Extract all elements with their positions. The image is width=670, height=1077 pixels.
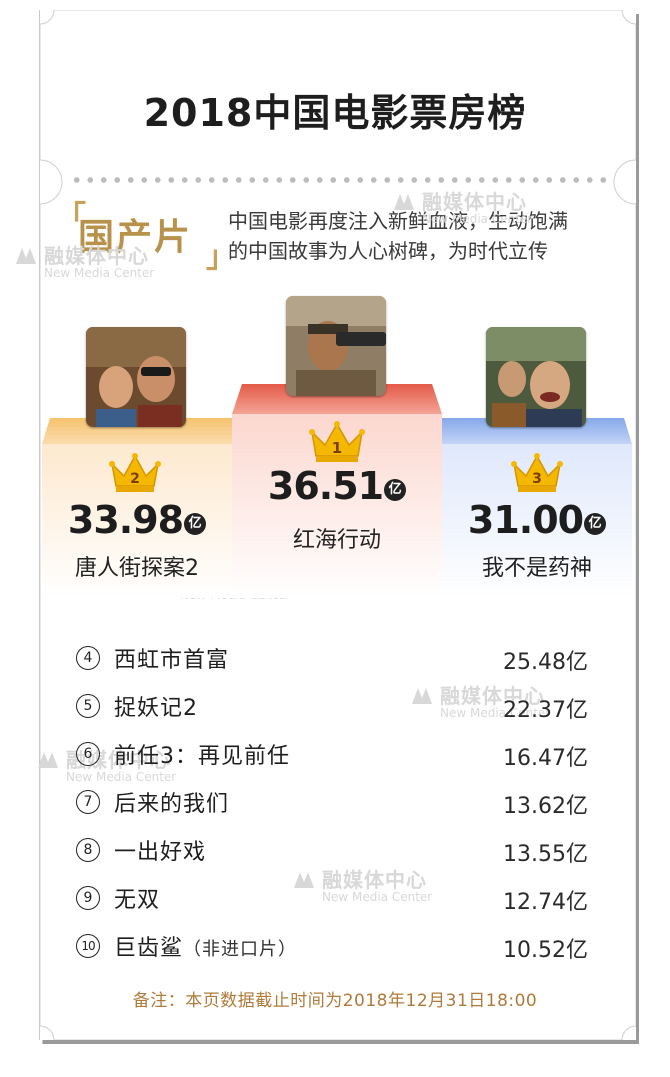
- category-label: 国产片: [78, 217, 193, 258]
- intro-line-1: 中国电影再度注入新鲜血液，生动饱满: [228, 209, 568, 233]
- crown-icon: 3: [511, 453, 563, 492]
- podium-amount-third: 31.00 亿: [442, 498, 632, 542]
- rank-badge: 9: [76, 886, 100, 910]
- open-bracket: 「: [56, 200, 86, 235]
- podium-amount-second: 33.98 亿: [42, 498, 232, 542]
- podium-name-second: 唐人街探案2: [75, 556, 199, 581]
- crown-rank: 3: [532, 471, 542, 487]
- podium-name-third: 我不是药神: [481, 556, 592, 581]
- category-header: 「 国产片 」: [56, 198, 236, 275]
- footnote: 备注：本页数据截止时间为2018年12月31日18:00: [132, 991, 538, 1011]
- dotted-divider: [70, 176, 610, 184]
- list-item: 6 前任3：再见前任 16.47亿: [74, 736, 594, 784]
- movie-name: 巨齿鲨（非进口片）: [114, 936, 298, 961]
- movie-poster-dying-to-survive: [486, 327, 586, 427]
- list-item: 4 西虹市首富 25.48亿: [74, 640, 594, 688]
- rank-badge: 4: [76, 646, 100, 670]
- unit-badge: 亿: [184, 513, 207, 535]
- intro-line-2: 的中国故事为人心树碑，为时代立传: [228, 239, 548, 263]
- movie-name: 无双: [114, 888, 161, 913]
- rank-badge: 7: [76, 790, 100, 814]
- movie-name: 西虹市首富: [114, 648, 230, 673]
- box-office-value: 22.37亿: [503, 698, 588, 723]
- list-item: 7 后来的我们 13.62亿: [74, 784, 594, 832]
- category-intro: 中国电影再度注入新鲜血液，生动饱满 的中国故事为人心树碑，为时代立传: [228, 206, 628, 266]
- movie-note: （非进口片）: [183, 939, 298, 960]
- rank-badge: 5: [76, 694, 100, 718]
- movie-name: 前任3：再见前任: [114, 744, 290, 769]
- rank-badge: 8: [76, 838, 100, 862]
- movie-name: 一出好戏: [114, 840, 207, 865]
- ranking-list: 4 西虹市首富 25.48亿 5 捉妖记2 22.37亿 6 前任3：再见前任 …: [74, 640, 594, 976]
- rank-badge: 10: [76, 934, 100, 958]
- crown-rank: 1: [332, 439, 342, 457]
- list-item: 8 一出好戏 13.55亿: [74, 832, 594, 880]
- box-office-value: 13.62亿: [503, 794, 588, 819]
- podium-amount-first: 36.51 亿: [232, 464, 442, 508]
- unit-badge: 亿: [384, 479, 407, 501]
- box-office-value: 16.47亿: [503, 746, 588, 771]
- crown-icon: 2: [109, 453, 161, 492]
- list-item: 9 无双 12.74亿: [74, 880, 594, 928]
- page-title: 2018中国电影票房榜: [143, 91, 527, 135]
- list-item: 10 巨齿鲨（非进口片） 10.52亿: [74, 928, 594, 976]
- rank-badge: 6: [76, 742, 100, 766]
- box-office-value: 10.52亿: [503, 938, 588, 963]
- movie-poster-detective-chinatown-2: [86, 327, 186, 427]
- box-office-value: 25.48亿: [503, 650, 588, 675]
- podium-name-first: 红海行动: [292, 528, 381, 553]
- unit-badge: 亿: [584, 513, 607, 535]
- close-bracket: 」: [206, 240, 236, 275]
- movie-name: 捉妖记2: [114, 696, 198, 721]
- crown-rank: 2: [130, 471, 140, 487]
- media-center-logo-icon: [16, 248, 36, 264]
- crown-icon: 1: [309, 421, 365, 462]
- movie-poster-operation-red-sea: [286, 296, 386, 396]
- box-office-value: 13.55亿: [503, 842, 588, 867]
- list-item: 5 捉妖记2 22.37亿: [74, 688, 594, 736]
- movie-name: 后来的我们: [114, 792, 230, 817]
- podium-top: [232, 384, 442, 414]
- box-office-value: 12.74亿: [503, 890, 588, 915]
